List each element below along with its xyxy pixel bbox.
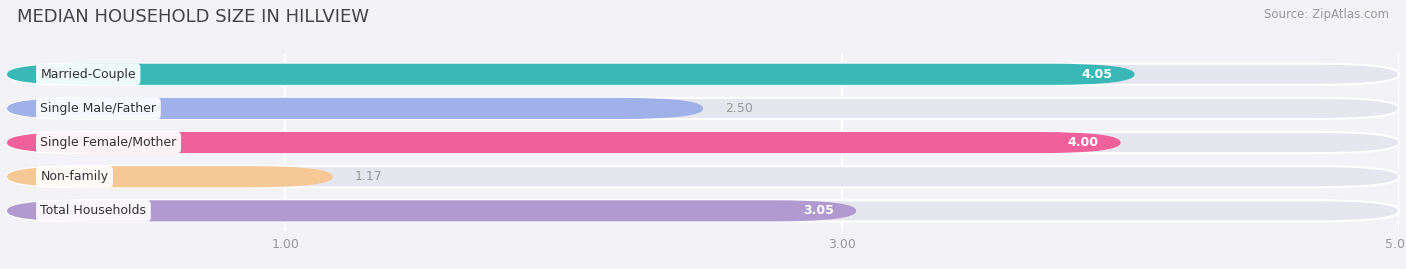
Text: Source: ZipAtlas.com: Source: ZipAtlas.com: [1264, 8, 1389, 21]
FancyBboxPatch shape: [7, 98, 703, 119]
Text: 4.00: 4.00: [1067, 136, 1098, 149]
Text: 3.05: 3.05: [803, 204, 834, 217]
Text: 1.17: 1.17: [354, 170, 382, 183]
FancyBboxPatch shape: [7, 166, 333, 187]
FancyBboxPatch shape: [7, 132, 1121, 153]
Text: Single Female/Mother: Single Female/Mother: [41, 136, 177, 149]
Text: Non-family: Non-family: [41, 170, 108, 183]
FancyBboxPatch shape: [7, 200, 1399, 221]
Text: 4.05: 4.05: [1081, 68, 1112, 81]
FancyBboxPatch shape: [7, 166, 1399, 187]
FancyBboxPatch shape: [7, 132, 1399, 153]
Text: Single Male/Father: Single Male/Father: [41, 102, 156, 115]
Text: Total Households: Total Households: [41, 204, 146, 217]
Text: Married-Couple: Married-Couple: [41, 68, 136, 81]
FancyBboxPatch shape: [7, 64, 1399, 85]
FancyBboxPatch shape: [7, 98, 1399, 119]
FancyBboxPatch shape: [7, 64, 1135, 85]
FancyBboxPatch shape: [7, 200, 856, 221]
Text: MEDIAN HOUSEHOLD SIZE IN HILLVIEW: MEDIAN HOUSEHOLD SIZE IN HILLVIEW: [17, 8, 368, 26]
Text: 2.50: 2.50: [725, 102, 754, 115]
